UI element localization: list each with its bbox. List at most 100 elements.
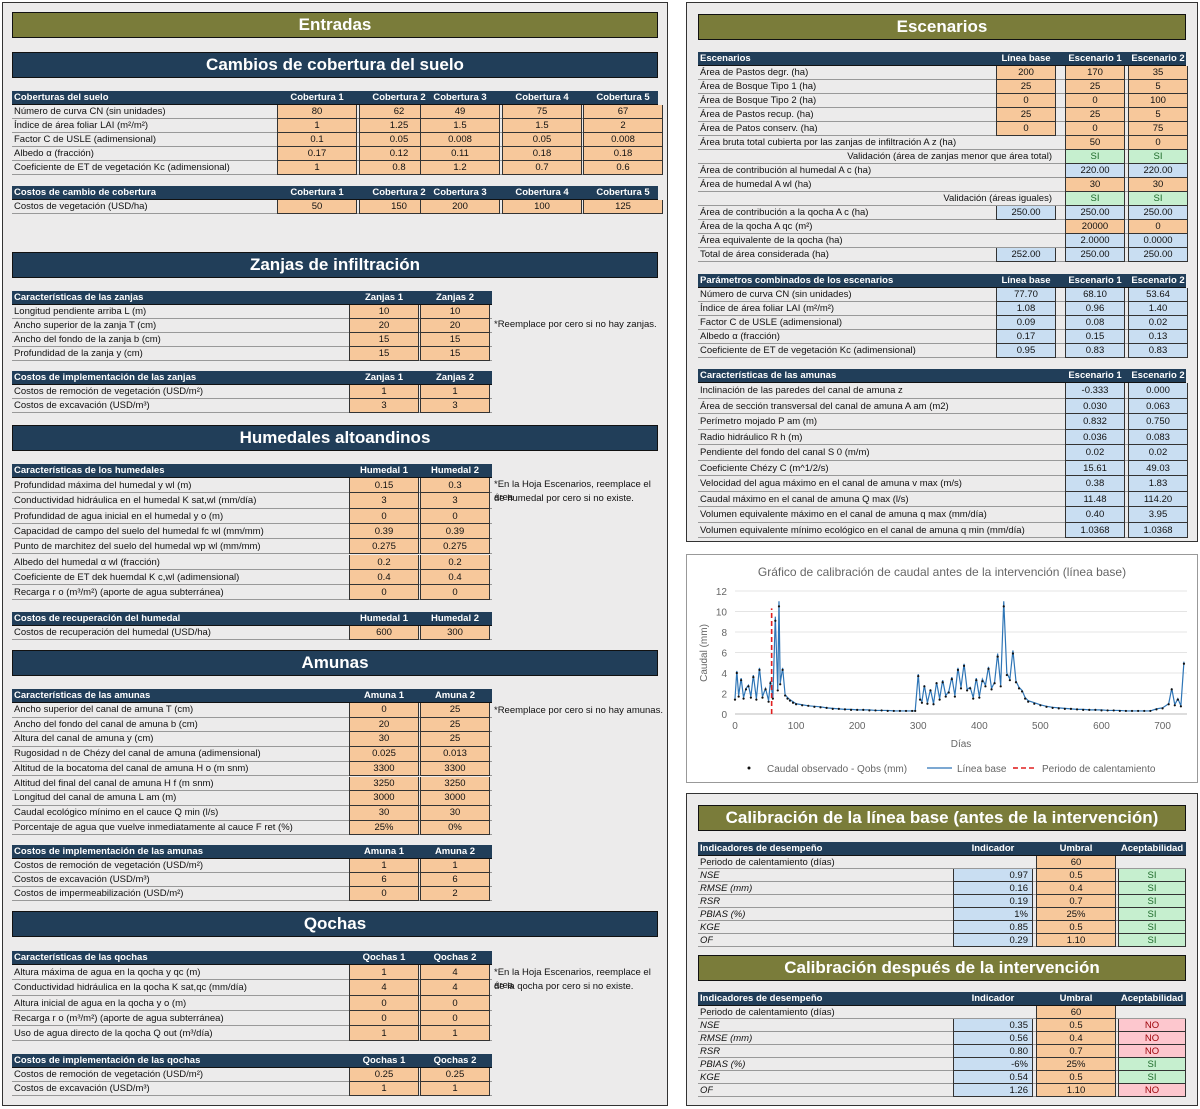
value-cell[interactable]: 20 xyxy=(349,717,419,733)
value-cell[interactable]: 0.08 xyxy=(1065,316,1125,330)
value-cell[interactable]: 1 xyxy=(349,859,419,873)
value-cell[interactable]: 0.17 xyxy=(996,330,1056,344)
value-cell[interactable]: 4 xyxy=(349,980,419,996)
value-cell[interactable]: 0.013 xyxy=(420,747,490,762)
value-cell[interactable]: 0.4 xyxy=(349,569,419,586)
value-cell[interactable]: 20000 xyxy=(1065,220,1125,234)
value-cell[interactable]: 0.25 xyxy=(420,1068,490,1082)
value-cell[interactable]: 170 xyxy=(1065,66,1125,80)
value-cell[interactable]: 250.00 xyxy=(1065,248,1125,262)
value-cell[interactable]: 0.1 xyxy=(277,133,357,147)
value-cell[interactable]: 0.030 xyxy=(1065,398,1125,414)
value-cell[interactable]: 1.5 xyxy=(502,119,582,133)
threshold-value[interactable]: 25% xyxy=(1036,1058,1116,1071)
value-cell[interactable]: 0.11 xyxy=(420,147,500,161)
value-cell[interactable]: 25% xyxy=(349,820,419,836)
value-cell[interactable]: 0.6 xyxy=(583,161,663,175)
value-cell[interactable]: 0 xyxy=(420,995,490,1011)
threshold-value[interactable]: 1.10 xyxy=(1036,934,1116,947)
value-cell[interactable]: 53.64 xyxy=(1128,288,1188,302)
value-cell[interactable]: 100 xyxy=(502,200,582,214)
threshold-value[interactable]: 0.5 xyxy=(1036,869,1116,882)
value-cell[interactable]: 3 xyxy=(420,399,490,413)
value-cell[interactable]: 25 xyxy=(420,717,490,733)
value-cell[interactable]: 0.4 xyxy=(420,569,490,586)
value-cell[interactable]: 1 xyxy=(277,161,357,175)
value-cell[interactable]: 0.2 xyxy=(420,554,490,570)
value-cell[interactable]: 2.0000 xyxy=(1065,234,1125,248)
value-cell[interactable]: 250.00 xyxy=(1128,248,1188,262)
value-cell[interactable]: 0.15 xyxy=(349,478,419,494)
value-cell[interactable]: 3 xyxy=(420,493,490,509)
value-cell[interactable]: 0 xyxy=(1065,94,1125,108)
value-cell[interactable]: 1.2 xyxy=(420,161,500,175)
value-cell[interactable]: 77.70 xyxy=(996,288,1056,302)
value-cell[interactable]: 0 xyxy=(996,94,1056,108)
value-cell[interactable]: 3 xyxy=(349,493,419,509)
value-cell[interactable]: 25 xyxy=(420,732,490,748)
value-cell[interactable]: 15 xyxy=(349,347,419,361)
value-cell[interactable]: 25 xyxy=(1065,108,1125,122)
value-cell[interactable]: 0.17 xyxy=(277,147,357,161)
value-cell[interactable]: 3300 xyxy=(420,761,490,777)
value-cell[interactable]: 0.2 xyxy=(349,554,419,570)
threshold-value[interactable]: 60 xyxy=(1036,856,1116,869)
value-cell[interactable]: 3300 xyxy=(349,761,419,777)
value-cell[interactable]: 3000 xyxy=(420,791,490,806)
value-cell[interactable]: 1.08 xyxy=(996,302,1056,316)
value-cell[interactable]: 1 xyxy=(277,119,357,133)
value-cell[interactable]: 0.0000 xyxy=(1128,234,1188,248)
value-cell[interactable]: 15 xyxy=(420,333,490,347)
value-cell[interactable]: 2 xyxy=(420,887,490,901)
value-cell[interactable]: 0.02 xyxy=(1065,445,1125,461)
value-cell[interactable]: 0.96 xyxy=(1065,302,1125,316)
value-cell[interactable]: 25 xyxy=(996,108,1056,122)
value-cell[interactable]: 1.40 xyxy=(1128,302,1188,316)
threshold-value[interactable]: 0.5 xyxy=(1036,1071,1116,1084)
value-cell[interactable]: 0.063 xyxy=(1128,398,1188,414)
value-cell[interactable]: 220.00 xyxy=(1065,164,1125,178)
value-cell[interactable]: 1.0368 xyxy=(1128,522,1188,538)
value-cell[interactable]: 10 xyxy=(420,305,490,319)
value-cell[interactable]: 0.275 xyxy=(349,539,419,555)
value-cell[interactable]: 0.275 xyxy=(420,539,490,555)
value-cell[interactable]: 0.000 xyxy=(1128,383,1188,399)
threshold-value[interactable]: 60 xyxy=(1036,1006,1116,1019)
value-cell[interactable]: 67 xyxy=(583,105,663,119)
value-cell[interactable]: 0.40 xyxy=(1065,507,1125,523)
value-cell[interactable]: 0 xyxy=(996,122,1056,136)
value-cell[interactable]: 3250 xyxy=(420,776,490,792)
value-cell[interactable]: 3000 xyxy=(349,791,419,806)
value-cell[interactable]: 0.09 xyxy=(996,316,1056,330)
value-cell[interactable]: 20 xyxy=(420,319,490,333)
value-cell[interactable]: 50 xyxy=(277,200,357,214)
threshold-value[interactable]: 0.5 xyxy=(1036,1019,1116,1032)
value-cell[interactable]: 4 xyxy=(420,980,490,996)
value-cell[interactable]: 250.00 xyxy=(1128,206,1188,220)
value-cell[interactable]: 0 xyxy=(349,887,419,901)
value-cell[interactable]: 0.083 xyxy=(1128,429,1188,445)
value-cell[interactable]: 0.38 xyxy=(1065,476,1125,492)
value-cell[interactable]: 0.83 xyxy=(1128,344,1188,358)
value-cell[interactable]: 30 xyxy=(1065,178,1125,192)
threshold-value[interactable]: 1.10 xyxy=(1036,1084,1116,1097)
value-cell[interactable]: 125 xyxy=(583,200,663,214)
value-cell[interactable]: 0 xyxy=(420,585,490,601)
value-cell[interactable]: 250.00 xyxy=(1065,206,1125,220)
value-cell[interactable]: 300 xyxy=(420,626,490,640)
value-cell[interactable]: 11.48 xyxy=(1065,491,1125,507)
value-cell[interactable]: 1 xyxy=(420,1082,490,1096)
value-cell[interactable]: 0.18 xyxy=(502,147,582,161)
value-cell[interactable]: 68.10 xyxy=(1065,288,1125,302)
value-cell[interactable]: 0.750 xyxy=(1128,414,1188,430)
value-cell[interactable]: 15 xyxy=(420,347,490,361)
value-cell[interactable]: 200 xyxy=(996,66,1056,80)
value-cell[interactable]: 5 xyxy=(1128,108,1188,122)
value-cell[interactable]: 25 xyxy=(996,80,1056,94)
value-cell[interactable]: 30 xyxy=(349,805,419,821)
value-cell[interactable]: 3250 xyxy=(349,776,419,792)
value-cell[interactable]: 75 xyxy=(1128,122,1188,136)
value-cell[interactable]: 0.25 xyxy=(349,1068,419,1082)
value-cell[interactable]: 600 xyxy=(349,626,419,640)
value-cell[interactable]: 0.02 xyxy=(1128,316,1188,330)
